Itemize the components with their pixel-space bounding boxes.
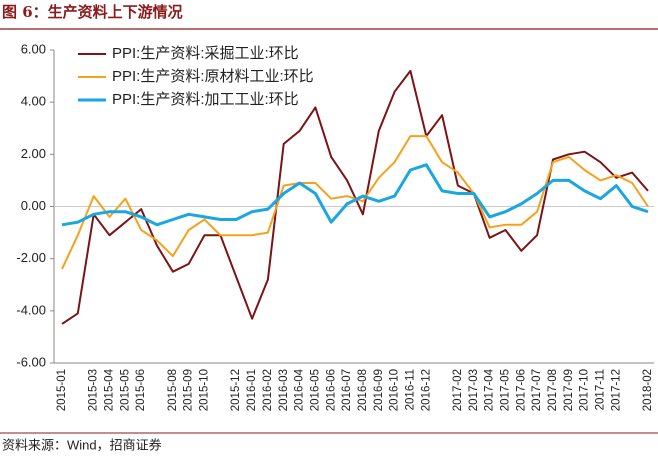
y-tick-label: 4.00 (21, 94, 46, 109)
x-tick-label: 2017-03 (468, 369, 480, 411)
series-line (61, 135, 649, 270)
x-tick-label: 2016-02 (262, 369, 274, 411)
x-tick-label: 2015-08 (167, 369, 179, 411)
x-tick-label: 2016-04 (294, 368, 306, 411)
legend-label: PPI:生产资料:加工工业:环比 (112, 91, 299, 108)
series-line (61, 163, 649, 227)
x-tick-label: 2015-06 (135, 369, 147, 411)
x-tick-label: 2016-09 (373, 369, 385, 411)
x-tick-label: 2017-06 (515, 369, 527, 411)
x-tick-label: 2017-10 (579, 369, 591, 411)
x-tick-label: 2016-06 (325, 369, 337, 411)
x-tick-label: 2017-05 (499, 369, 511, 411)
x-tick-label: 2015-12 (230, 369, 242, 411)
x-tick-label: 2016-03 (278, 369, 290, 411)
x-tick-label: 2015-05 (119, 369, 131, 411)
x-tick-label: 2017-12 (610, 369, 622, 411)
legend-label: PPI:生产资料:原材料工业:环比 (112, 68, 314, 85)
x-tick-label: 2017-02 (452, 369, 464, 411)
x-tick-label: 2018-02 (642, 369, 654, 411)
legend-label: PPI:生产资料:采掘工业:环比 (112, 45, 299, 62)
x-tick-label: 2016-08 (357, 369, 369, 411)
y-tick-label: 6.00 (21, 41, 46, 56)
x-tick-label: 2016-10 (389, 369, 401, 411)
x-tick-label: 2016-01 (246, 369, 258, 411)
series-line (61, 69, 649, 325)
x-tick-label: 2016-05 (309, 369, 321, 411)
x-tick-label: 2017-09 (563, 369, 575, 411)
x-tick-label: 2016-07 (341, 369, 353, 411)
x-tick-label: 2015-04 (104, 368, 116, 411)
x-tick-label: 2015-03 (88, 369, 100, 411)
x-tick-label: 2017-11 (595, 369, 607, 410)
source: 资料来源：Wind，招商证券 (2, 437, 162, 452)
x-tick-label: 2016-11 (404, 369, 416, 410)
chart-title: 图 6：生产资料上下游情况 (2, 3, 183, 21)
x-tick-label: 2017-04 (484, 368, 496, 411)
y-tick-label: 2.00 (21, 146, 46, 161)
x-tick-label: 2016-12 (420, 369, 432, 411)
y-tick-label: -6.00 (16, 354, 46, 369)
x-tick-label: 2017-07 (531, 369, 543, 411)
x-tick-label: 2015-10 (199, 369, 211, 411)
y-tick-label: 0.00 (21, 198, 46, 213)
x-tick-label: 2015-01 (56, 369, 68, 411)
x-tick-label: 2015-09 (183, 369, 195, 411)
x-tick-label: 2017-08 (547, 369, 559, 411)
y-tick-label: -2.00 (16, 250, 46, 265)
y-tick-label: -4.00 (16, 302, 46, 317)
